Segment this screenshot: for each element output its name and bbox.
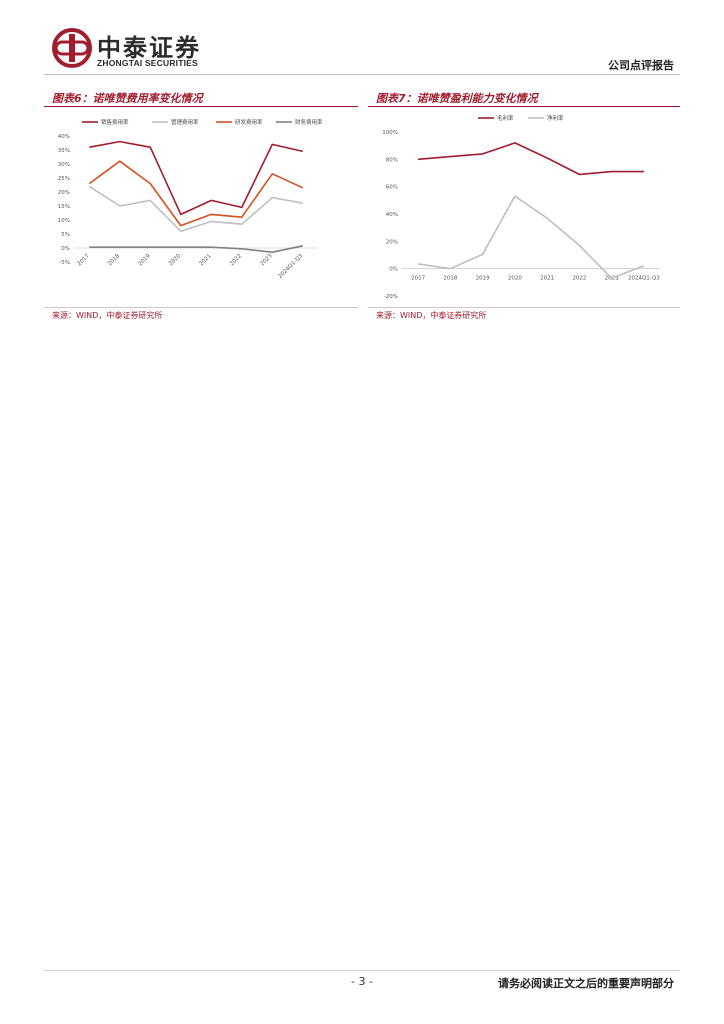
company-logo: 中泰证券 ZHONGTAI SECURITIES — [52, 26, 352, 70]
series-line-1 — [89, 140, 303, 216]
series-line-2 — [417, 195, 645, 279]
page-number: - 3 - — [351, 975, 373, 988]
y-tick-label: 25% — [58, 176, 70, 182]
legend-label: 财务费用率 — [295, 118, 323, 126]
y-tick-label: 0% — [61, 246, 70, 252]
series-line-1 — [418, 142, 644, 176]
x-tick-label: 2017 — [77, 253, 91, 267]
series-line-4 — [89, 245, 303, 253]
y-tick-label: 40% — [58, 134, 70, 140]
header-divider — [44, 74, 680, 75]
x-tick-label: 2024Q1-Q3 — [277, 253, 304, 280]
disclaimer-text: 请务必阅读正文之后的重要声明部分 — [498, 977, 674, 990]
logo-chinese-name: 中泰证券 — [97, 34, 201, 62]
footer-divider — [44, 970, 680, 971]
y-tick-label: 10% — [58, 218, 70, 224]
figure-6-title: 图表6：诺唯赞费用率变化情况 — [52, 92, 203, 105]
y-tick-label: 60% — [386, 185, 398, 191]
y-tick-label: 80% — [386, 157, 398, 163]
x-tick-label: 2019 — [476, 276, 490, 282]
y-tick-label: 35% — [58, 148, 70, 154]
x-tick-label: 2021 — [540, 276, 554, 282]
x-tick-label: 2020 — [508, 276, 522, 282]
y-tick-label: 40% — [386, 212, 398, 218]
x-tick-label: 2020 — [168, 253, 182, 267]
x-tick-label: 2019 — [138, 253, 152, 267]
y-tick-label: 0% — [389, 267, 398, 273]
figure-7-source-rule — [368, 307, 680, 308]
x-tick-label: 2017 — [411, 276, 425, 282]
y-tick-label: -5% — [59, 260, 70, 266]
figure-6-title-rule — [44, 106, 358, 107]
legend-label: 销售费用率 — [101, 118, 129, 126]
zhongtai-logo-icon — [52, 28, 92, 68]
x-tick-label: 2018 — [443, 276, 457, 282]
x-tick-label: 2024Q1-Q3 — [628, 276, 660, 282]
figure-7-title-rule — [368, 106, 680, 107]
x-tick-label: 2022 — [572, 276, 586, 282]
y-tick-label: 15% — [58, 204, 70, 210]
figure-6-source: 来源：WIND，中泰证券研究所 — [52, 311, 163, 320]
legend-label: 管理费用率 — [171, 118, 199, 126]
series-line-3 — [88, 160, 304, 227]
report-type-label: 公司点评报告 — [608, 59, 674, 72]
y-tick-label: -20% — [384, 294, 398, 300]
expense-ratio-chart: -5% 0% 5% 10% 15% 20% 25% 30% 35% 40% 2017 2018 2019… — [58, 118, 323, 280]
y-tick-label: 20% — [386, 239, 398, 245]
x-tick-label: 2021 — [199, 253, 213, 267]
figure-7-title: 图表7：诺唯赞盈利能力变化情况 — [376, 92, 538, 105]
x-tick-label: 2018 — [107, 253, 121, 267]
y-tick-label: 100% — [382, 130, 398, 136]
profitability-chart: -20% 0% 20% 40% 60% 80% 100% 2017 2018 2019 2020 20… — [382, 114, 660, 300]
legend-label: 毛利率 — [497, 114, 514, 122]
y-tick-label: 5% — [61, 232, 70, 238]
legend-label: 净利率 — [547, 114, 564, 122]
x-tick-label: 2023 — [260, 253, 274, 267]
x-tick-label: 2022 — [229, 253, 243, 267]
figure-6-source-rule — [44, 307, 358, 308]
series-line-2 — [88, 185, 303, 232]
logo-english-name: ZHONGTAI SECURITIES — [97, 58, 198, 68]
legend-label: 研发费用率 — [235, 118, 263, 126]
figure-7-source: 来源：WIND，中泰证券研究所 — [376, 311, 487, 320]
y-tick-label: 30% — [58, 162, 70, 168]
y-tick-label: 20% — [58, 190, 70, 196]
